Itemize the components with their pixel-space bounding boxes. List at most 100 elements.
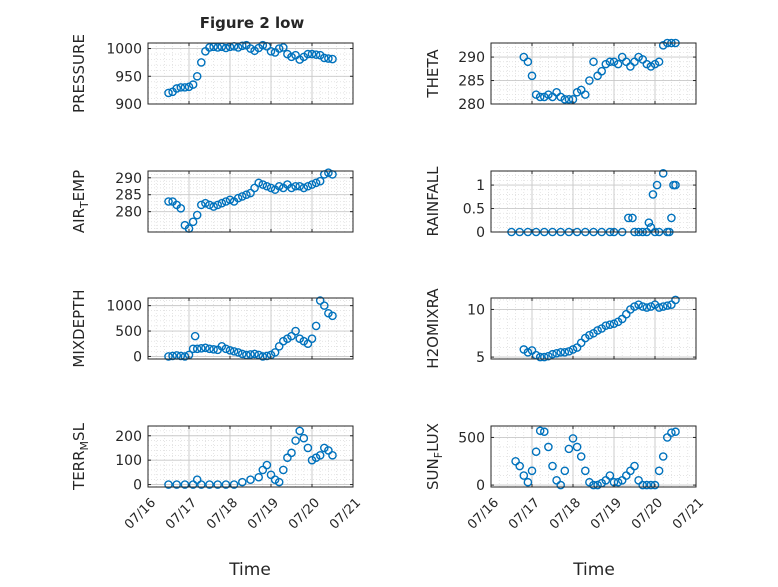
x-tick-label: 07/18 — [204, 495, 241, 532]
x-tick-label: 07/16 — [465, 495, 502, 532]
data-point — [266, 47, 276, 56]
y-axis-label: RAINFALL — [424, 166, 442, 237]
data-point — [291, 181, 300, 191]
data-point — [576, 452, 586, 461]
y-tick-label: 290 — [115, 171, 142, 187]
data-point — [205, 480, 214, 489]
data-point — [642, 303, 652, 312]
data-point — [246, 475, 255, 484]
plot-area — [148, 426, 353, 487]
data-point — [560, 95, 570, 104]
x-tick-label: 07/17 — [506, 495, 543, 532]
data-point — [654, 303, 664, 312]
x-tick-label: 07/18 — [547, 495, 584, 532]
data-point — [589, 57, 598, 67]
data-point — [523, 477, 533, 487]
data-point — [613, 477, 623, 487]
data-point — [307, 180, 317, 189]
data-point — [324, 168, 333, 177]
x-tick-label: 07/20 — [629, 495, 666, 532]
data-point — [581, 466, 590, 476]
data-point — [184, 82, 194, 92]
y-tick-label: 0 — [476, 478, 485, 494]
data-point — [190, 331, 200, 341]
data-point — [568, 434, 578, 443]
data-point — [209, 345, 218, 354]
data-point — [527, 71, 537, 81]
plot-area — [491, 171, 696, 232]
data-point — [540, 427, 549, 437]
y-tick-label: 290 — [458, 50, 485, 66]
data-point — [237, 349, 247, 359]
y-tick-label: 280 — [458, 97, 485, 113]
data-point — [658, 452, 668, 461]
data-point — [654, 466, 664, 476]
data-point — [233, 193, 243, 203]
data-point — [328, 450, 337, 460]
x-tick-label: 07/21 — [327, 495, 364, 532]
data-point — [319, 301, 329, 310]
data-point — [648, 190, 658, 199]
y-tick-label: 500 — [458, 430, 485, 446]
data-point — [564, 95, 574, 104]
data-point — [638, 302, 648, 311]
data-point — [221, 344, 231, 354]
y-tick-label: 280 — [115, 205, 142, 221]
data-point — [237, 192, 247, 201]
subplot-rainfall: 0 0.5 1 RAINFALL — [424, 166, 697, 241]
axes-box — [147, 425, 354, 488]
y-axis-label: THETA — [424, 49, 442, 99]
data-point — [671, 427, 680, 437]
data-point — [585, 330, 594, 340]
data-point — [213, 43, 222, 52]
axes-box — [490, 297, 697, 360]
data-point — [221, 480, 231, 489]
data-point — [205, 200, 214, 210]
data-point — [311, 50, 321, 59]
data-point — [295, 426, 305, 436]
data-point — [589, 480, 598, 490]
axes-box — [490, 170, 697, 233]
data-point — [519, 471, 529, 480]
data-point — [176, 203, 186, 213]
subplot-mixdepth: 0 500 1000 MIXDEPTH — [70, 289, 354, 368]
data-point — [188, 80, 198, 89]
data-point — [250, 183, 259, 193]
data-point — [274, 181, 284, 191]
data-point — [644, 218, 654, 227]
data-point — [535, 92, 545, 102]
y-tick-label: 0 — [476, 225, 485, 241]
y-tick-label: 10 — [467, 302, 485, 318]
data-point — [225, 346, 235, 355]
data-point — [221, 43, 231, 53]
data-point — [258, 352, 268, 361]
data-point — [535, 426, 545, 436]
axes-box — [490, 425, 697, 488]
y-axis-label: MIXDEPTH — [70, 289, 88, 367]
data-point — [196, 344, 206, 353]
data-point — [564, 444, 574, 454]
data-point — [205, 344, 214, 354]
data-point — [311, 178, 321, 188]
y-tick-label: 1 — [476, 178, 485, 194]
data-point — [597, 66, 607, 76]
data-point — [274, 44, 284, 53]
y-tick-label: 0 — [133, 478, 142, 494]
y-tick-label: 5 — [476, 350, 485, 366]
subplot-terr-msl: 07/16 07/17 07/18 07/19 07/20 07/21 0 100 200 TER… — [70, 422, 364, 532]
subplot-sun-flux: 07/16 07/17 07/18 07/19 07/20 07/21 0 500 SUNFLU… — [424, 423, 707, 533]
data-point — [291, 326, 300, 336]
y-tick-label: 200 — [115, 429, 142, 445]
data-point — [270, 348, 280, 357]
data-point — [328, 311, 337, 321]
y-tick-label: 500 — [115, 324, 142, 340]
data-point — [515, 461, 525, 471]
x-tick-label: 07/19 — [245, 495, 282, 532]
data-point — [196, 480, 206, 489]
x-axis-label: Time — [228, 560, 271, 580]
data-point — [164, 352, 173, 361]
data-point — [581, 90, 590, 99]
